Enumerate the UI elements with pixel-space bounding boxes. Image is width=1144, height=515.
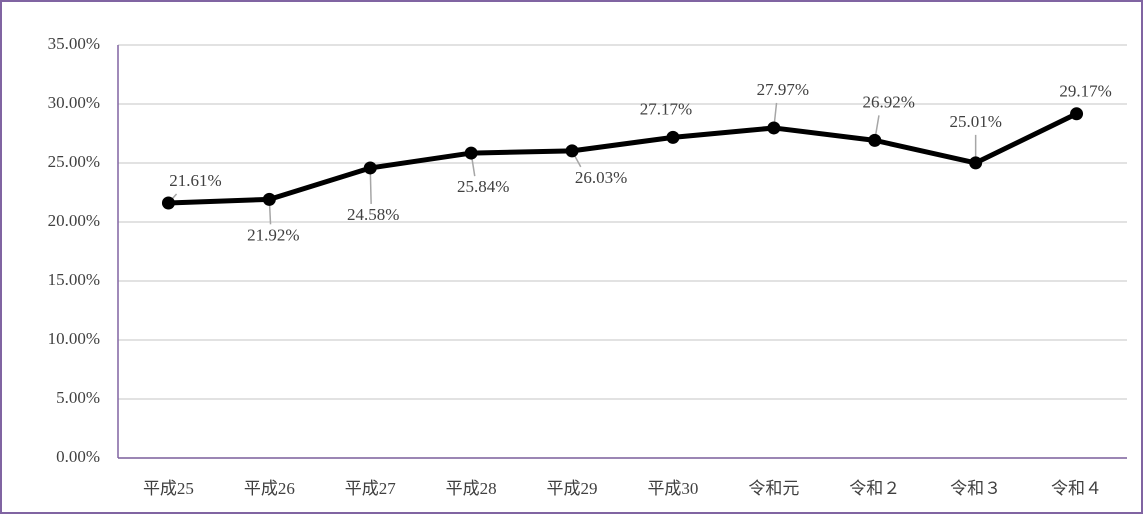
x-tick-label: 平成28 — [446, 479, 497, 498]
data-point — [363, 161, 377, 175]
x-tick-label: 平成27 — [345, 479, 396, 498]
data-point — [1070, 107, 1084, 121]
y-tick-label: 5.00% — [56, 388, 100, 407]
data-label: 27.17% — [640, 99, 692, 118]
data-point — [666, 130, 680, 144]
x-tick-label: 令和元 — [748, 479, 799, 498]
x-tick-label: 令和３ — [950, 479, 1001, 498]
y-tick-label: 25.00% — [48, 152, 100, 171]
y-tick-label: 10.00% — [48, 329, 100, 348]
x-tick-label: 平成25 — [143, 479, 194, 498]
y-tick-label: 30.00% — [48, 93, 100, 112]
x-tick-label: 平成29 — [547, 479, 598, 498]
data-line — [168, 111, 1078, 206]
data-label: 21.92% — [247, 225, 299, 244]
x-tick-label: 令和２ — [849, 479, 900, 498]
y-tick-label: 20.00% — [48, 211, 100, 230]
data-point — [464, 146, 478, 160]
data-label: 29.17% — [1059, 82, 1111, 101]
data-point — [565, 144, 579, 158]
data-label: 26.92% — [863, 92, 915, 111]
data-label: 25.01% — [949, 112, 1001, 131]
data-label: 24.58% — [347, 205, 399, 224]
data-label: 25.84% — [457, 177, 509, 196]
data-point — [868, 133, 882, 147]
y-tick-label: 35.00% — [48, 34, 100, 53]
x-tick-label: 平成26 — [244, 479, 295, 498]
x-tick-label: 令和４ — [1051, 479, 1102, 498]
x-tick-label: 平成30 — [647, 479, 698, 498]
data-point — [767, 121, 781, 135]
data-point — [262, 192, 276, 206]
data-point — [161, 196, 175, 210]
data-label: 27.97% — [757, 80, 809, 99]
data-label: 21.61% — [169, 171, 221, 190]
y-tick-label: 15.00% — [48, 270, 100, 289]
y-tick-label: 0.00% — [56, 447, 100, 466]
data-label: 26.03% — [575, 168, 627, 187]
data-point — [969, 156, 983, 170]
